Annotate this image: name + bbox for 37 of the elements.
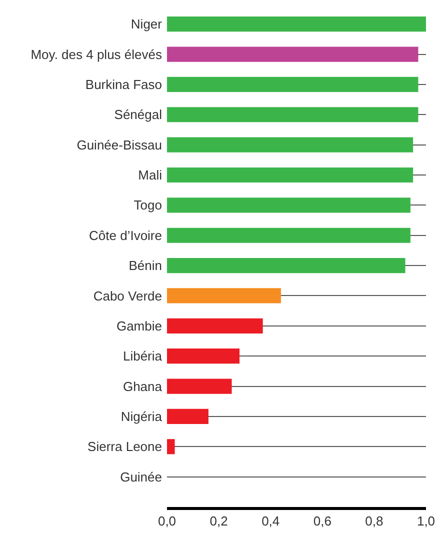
bar bbox=[167, 167, 414, 183]
y-tick-label: Gambie bbox=[116, 318, 162, 334]
x-tick-label: 0,4 bbox=[262, 514, 280, 529]
bar bbox=[167, 258, 406, 274]
x-tick-label: 1,0 bbox=[416, 514, 436, 529]
y-tick-label: Sénégal bbox=[114, 107, 162, 122]
x-tick-label: 0,2 bbox=[210, 514, 228, 529]
bar bbox=[167, 318, 263, 334]
x-tick-label: 0,8 bbox=[365, 514, 384, 529]
bar bbox=[167, 46, 418, 62]
bar bbox=[167, 107, 418, 122]
bar bbox=[167, 408, 208, 424]
y-tick-label: Mali bbox=[138, 168, 162, 183]
y-tick-label: Niger bbox=[130, 16, 163, 32]
bar bbox=[167, 16, 426, 32]
y-tick-label: Bénin bbox=[128, 258, 162, 274]
y-tick-label: Libéria bbox=[122, 348, 163, 364]
y-tick-label: Guinée bbox=[120, 469, 162, 484]
bar bbox=[167, 137, 414, 152]
y-tick-label: Nigéria bbox=[120, 409, 163, 424]
bar bbox=[167, 378, 232, 394]
y-tick-label: Guinée-Bissau bbox=[76, 137, 162, 152]
y-tick-label: Ghana bbox=[122, 378, 163, 394]
x-tick-label: 0,0 bbox=[158, 514, 176, 529]
bar bbox=[167, 288, 281, 304]
y-tick-label: Cabo Verde bbox=[93, 288, 162, 304]
x-tick-label: 0,6 bbox=[313, 514, 332, 529]
y-tick-label: Côte d’Ivoire bbox=[89, 228, 162, 243]
y-tick-label: Togo bbox=[134, 198, 162, 213]
bar bbox=[167, 348, 240, 364]
y-tick-label: Moy. des 4 plus élevés bbox=[30, 46, 162, 62]
bar bbox=[167, 76, 418, 92]
bar bbox=[167, 439, 175, 454]
bar bbox=[167, 228, 410, 243]
y-tick-label: Burkina Faso bbox=[85, 77, 162, 92]
bar bbox=[167, 198, 410, 213]
y-tick-label: Sierra Leone bbox=[88, 439, 162, 454]
